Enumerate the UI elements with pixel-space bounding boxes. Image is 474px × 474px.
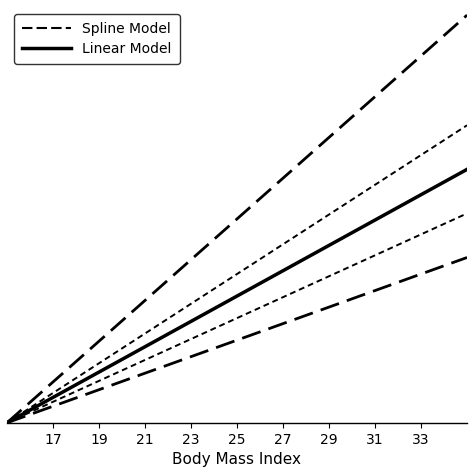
Legend: Spline Model, Linear Model: Spline Model, Linear Model xyxy=(14,14,180,64)
X-axis label: Body Mass Index: Body Mass Index xyxy=(173,452,301,467)
